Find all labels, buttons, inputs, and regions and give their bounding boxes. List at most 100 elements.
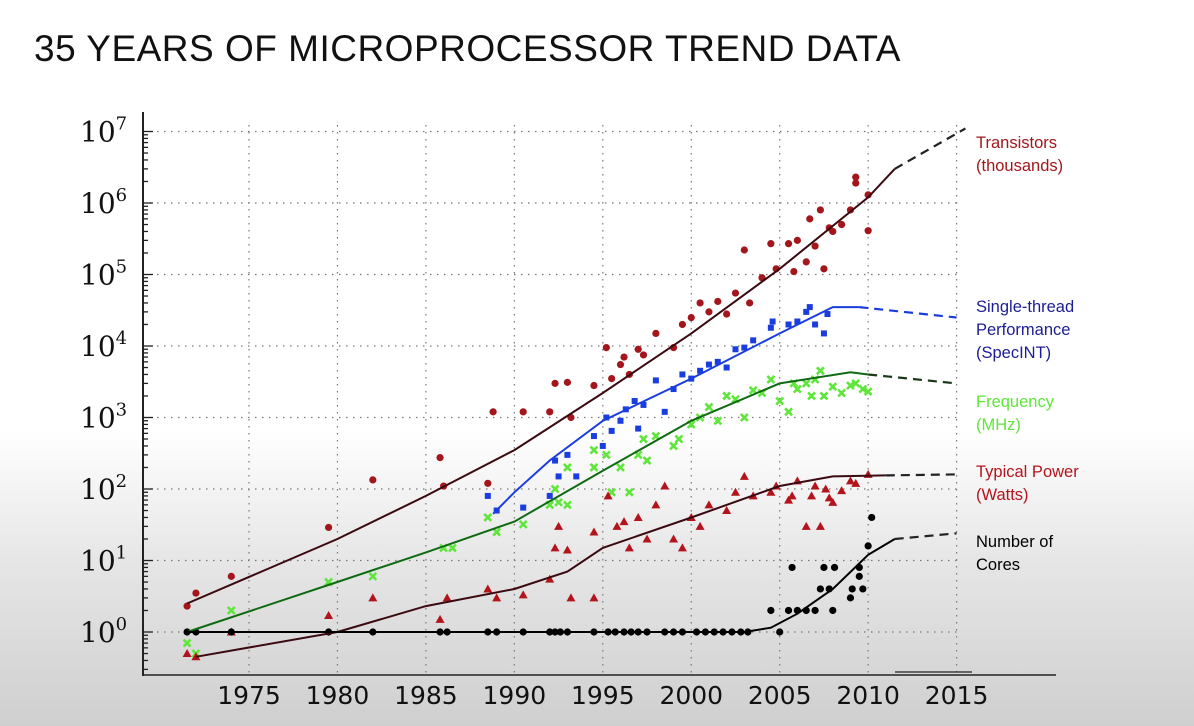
data-point-square (767, 324, 774, 331)
data-point-triangle (695, 521, 705, 530)
data-point-triangle (642, 534, 652, 543)
data-point-circle (806, 215, 814, 223)
data-point-triangle (442, 593, 452, 602)
data-point-circle (740, 246, 748, 254)
data-point-x (851, 378, 861, 388)
trend-line (186, 168, 896, 605)
data-point-circle (816, 206, 824, 214)
data-point-square (631, 398, 638, 405)
data-point-x (550, 484, 560, 494)
legend-label: (MHz) (976, 416, 1021, 434)
data-point-triangle (784, 495, 794, 504)
trend-line (492, 306, 860, 515)
data-point-square (484, 492, 491, 499)
data-point-square (714, 358, 721, 365)
data-point-square (732, 346, 739, 353)
data-point-circle (551, 379, 559, 387)
data-point-x (669, 441, 678, 451)
data-point-square (803, 308, 810, 315)
data-point-square (697, 367, 704, 374)
data-point-x (704, 402, 714, 412)
data-point-x (624, 487, 634, 497)
data-point-circle (489, 408, 497, 416)
data-point-circle (183, 602, 191, 610)
data-point-square (670, 386, 677, 393)
data-point-triangle (589, 593, 599, 602)
data-point-x (846, 381, 855, 390)
data-point-x (722, 391, 732, 401)
legend-label: Frequency (976, 393, 1054, 411)
data-point-square (546, 492, 553, 499)
legend-label: Cores (976, 556, 1021, 574)
data-point-x (837, 388, 847, 398)
data-point-circle (183, 628, 191, 636)
data-point-circle (776, 628, 784, 636)
series-4 (183, 513, 876, 636)
data-point-circle (746, 299, 754, 307)
data-point-circle (620, 353, 628, 361)
legend-label: (thousands) (976, 157, 1064, 175)
data-point-circle (816, 585, 824, 593)
data-point-triangle (589, 527, 599, 536)
data-point-circle (846, 206, 855, 214)
data-point-circle (652, 329, 660, 338)
legend-entry: Frequency (MHz) (976, 391, 1054, 437)
projection-line (885, 473, 957, 477)
data-point-circle (590, 381, 598, 390)
data-point-circle (436, 453, 444, 462)
data-point-x (766, 375, 776, 384)
data-point-square (661, 408, 668, 415)
data-point-circle (325, 523, 333, 532)
series-2 (182, 366, 873, 658)
projection-line (868, 373, 957, 385)
data-point-circle (639, 351, 648, 359)
data-point-square (608, 427, 615, 434)
data-point-x (563, 463, 572, 472)
data-point-square (603, 414, 610, 421)
data-point-triangle (810, 481, 820, 490)
data-point-square (599, 442, 606, 449)
data-point-x (674, 434, 684, 444)
data-point-circle (227, 572, 235, 580)
y-tick-label: 101 (80, 543, 127, 578)
trend-line (195, 474, 886, 658)
data-point-square (679, 371, 686, 378)
data-point-square (769, 318, 776, 325)
data-point-circle (788, 563, 796, 572)
data-point-x (554, 497, 563, 507)
data-point-circle (484, 479, 492, 487)
data-point-triangle (824, 493, 834, 502)
data-point-x (483, 513, 493, 522)
data-point-triangle (851, 478, 861, 487)
data-point-triangle (368, 593, 378, 602)
legend-label: Typical Power (976, 463, 1079, 481)
data-point-circle (864, 542, 872, 550)
data-point-circle (820, 265, 828, 273)
data-point-triangle (633, 512, 643, 521)
x-tick-label: 1995 (571, 681, 635, 710)
data-point-triangle (492, 593, 502, 602)
data-point-x (828, 382, 838, 392)
data-point-triangle (845, 476, 855, 485)
legend-entry: Single-thread Performance (SpecINT) (976, 296, 1074, 365)
data-point-square (824, 311, 831, 318)
data-point-circle (714, 297, 722, 306)
series-0 (183, 173, 872, 610)
data-point-triangle (619, 517, 629, 526)
data-point-triangle (722, 506, 732, 515)
data-point-triangle (807, 491, 817, 500)
data-point-circle (784, 240, 793, 248)
data-point-triangle (612, 521, 622, 530)
data-point-circle (731, 289, 740, 297)
data-point-circle (868, 513, 876, 522)
data-point-square (785, 321, 792, 328)
data-point-triangle (624, 543, 634, 552)
data-point-triangle (545, 574, 555, 583)
data-point-x (642, 456, 652, 465)
y-tick-label: 104 (80, 328, 127, 363)
data-point-triangle (669, 534, 679, 543)
data-point-x (589, 445, 599, 455)
data-point-x (368, 571, 378, 581)
data-point-circle (793, 236, 801, 244)
